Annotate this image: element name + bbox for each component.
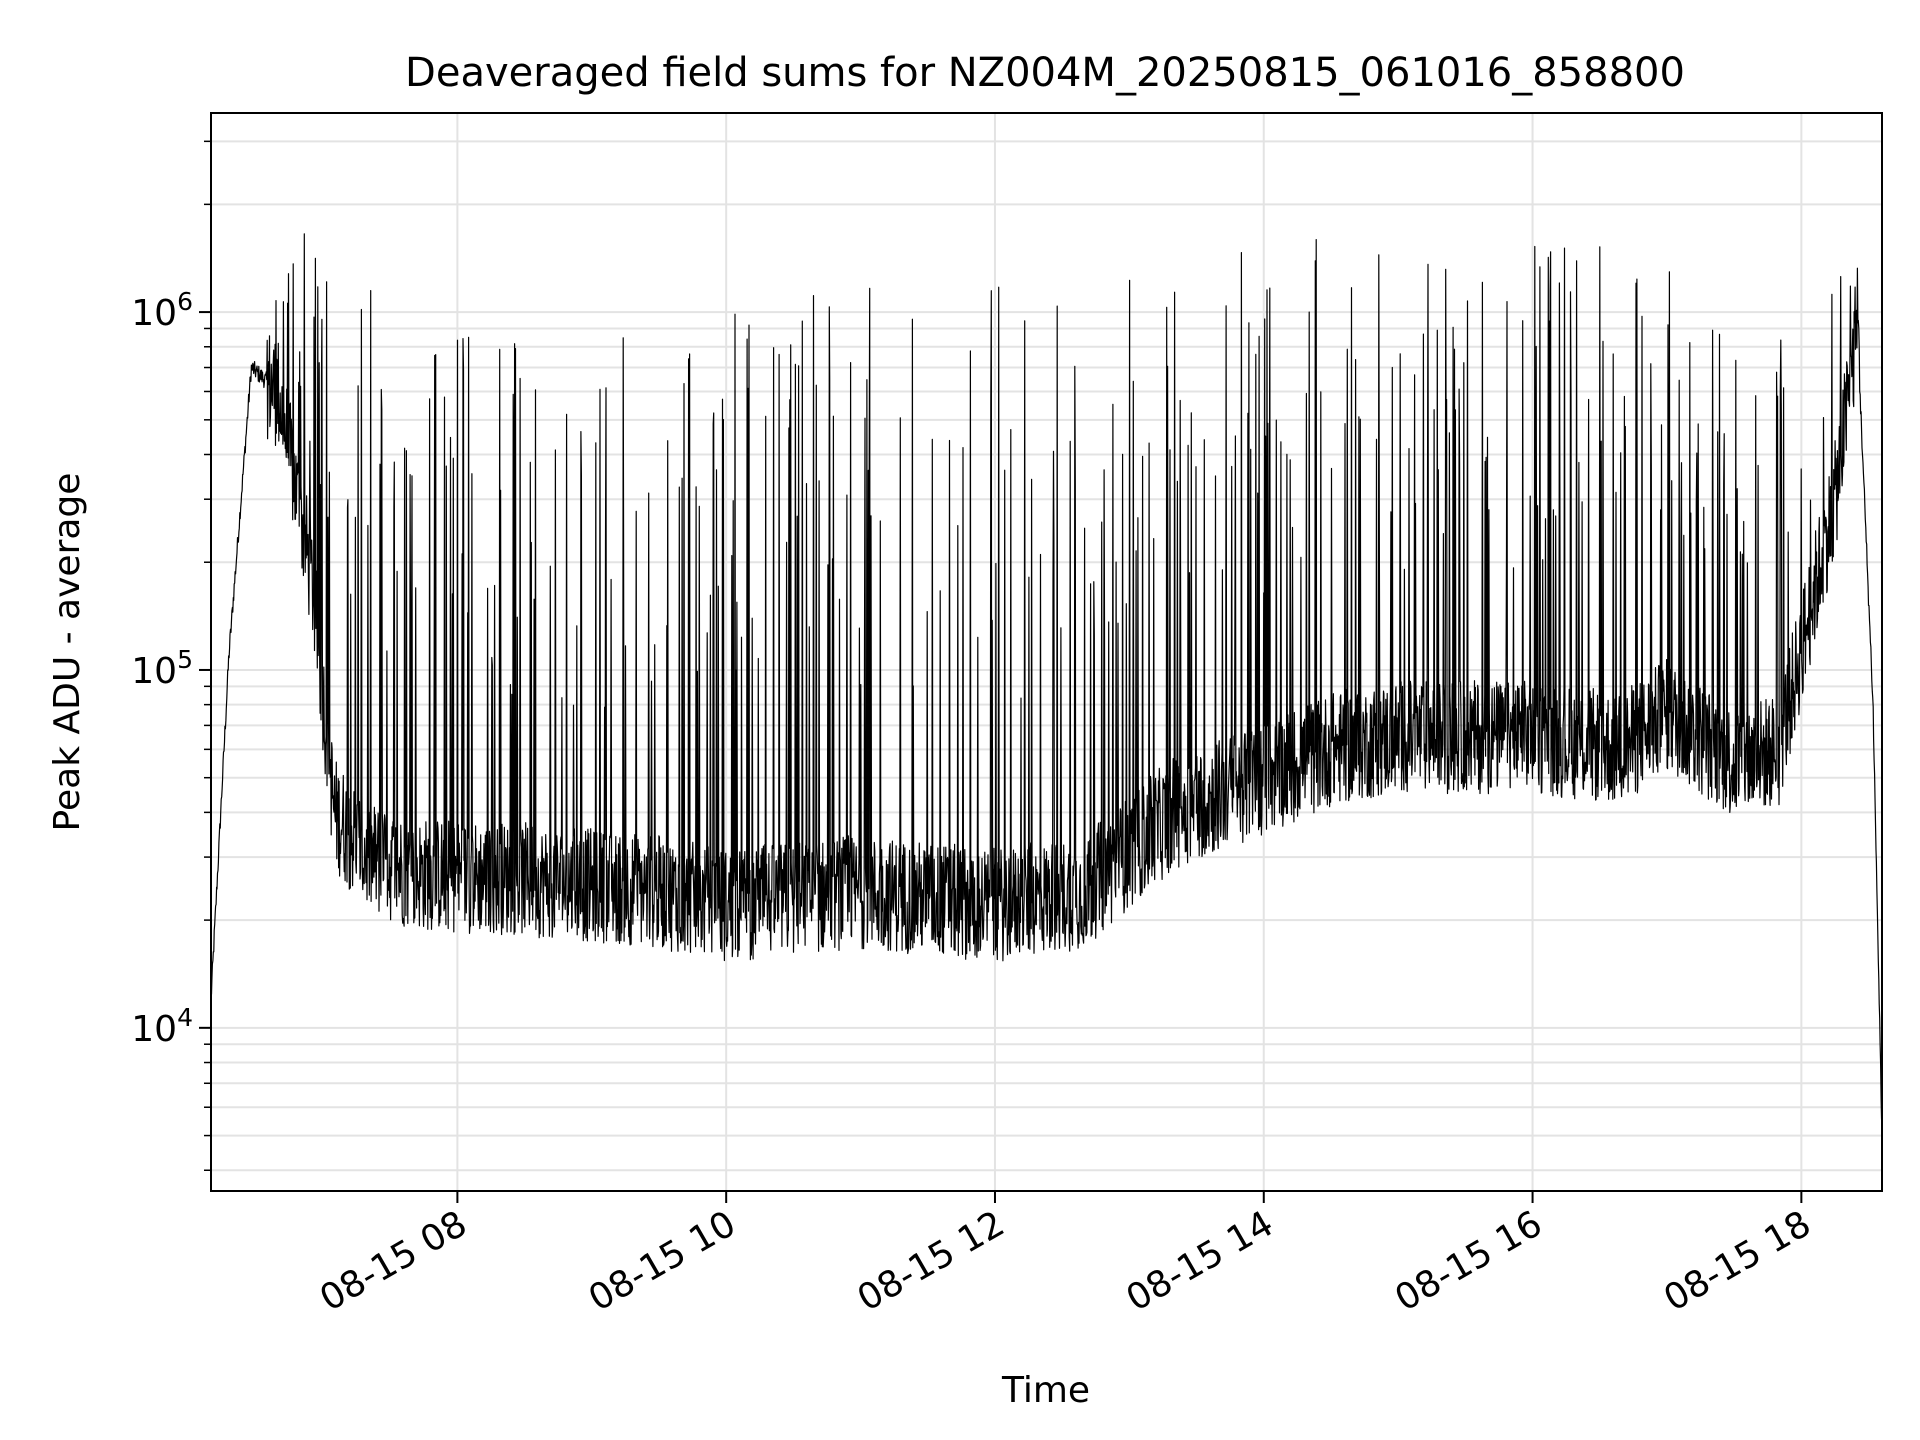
series-line <box>210 233 1883 1131</box>
x-tick-label: 08-15 12 <box>851 1203 1012 1319</box>
y-tick-label: 104 <box>131 1003 193 1050</box>
x-axis-label: Time <box>1001 1370 1090 1411</box>
y-axis: 104 105 106 <box>131 140 211 1171</box>
x-tick-label: 08-15 08 <box>313 1203 474 1319</box>
plot-frame <box>210 112 1883 1192</box>
y-axis-label: Peak ADU - average <box>47 473 88 832</box>
x-axis: 08-15 08 08-15 10 08-15 12 08-15 14 08-15 16… <box>313 1191 1818 1320</box>
x-tick-label: 08-15 18 <box>1657 1203 1818 1319</box>
y-tick-label: 106 <box>131 287 193 334</box>
y-tick-label: 105 <box>131 645 193 692</box>
x-tick-label: 08-15 16 <box>1388 1203 1549 1319</box>
x-tick-label: 08-15 14 <box>1120 1203 1281 1319</box>
chart-title: Deaveraged field sums for NZ004M_2025081… <box>405 50 1685 96</box>
data-series-path <box>210 233 1883 1131</box>
x-tick-label: 08-15 10 <box>582 1203 743 1319</box>
